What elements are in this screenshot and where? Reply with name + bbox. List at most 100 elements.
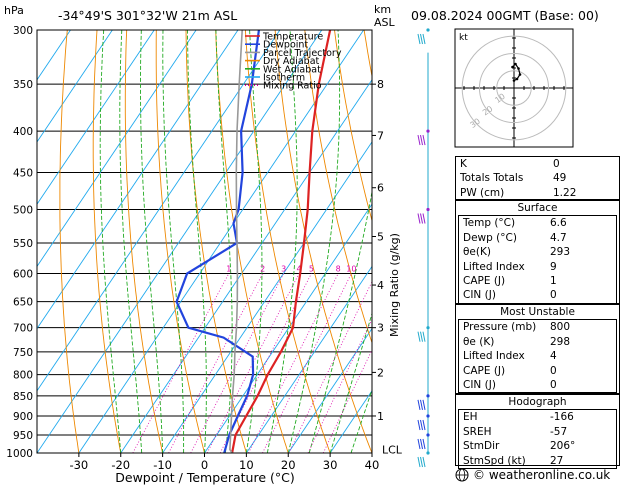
hodo-stat-row: StmDir 206° [459,439,616,453]
most-unstable-panel: Most Unstable Pressure (mb) 800 θe (K) 298 L… [455,304,620,394]
height-tick-label: 4 [377,279,384,292]
x-tick-label: 30 [323,458,338,472]
pw-value: 1.22 [553,186,577,199]
mixing-ratio-tick-label: 15 [371,265,381,274]
surface-value: 4.7 [550,231,567,244]
wind-barb [417,399,426,410]
mu-row: CAPE (J) 0 [459,364,616,378]
dry-adiabat-line [304,30,372,345]
wind-level-dot [426,394,430,398]
hodograph-point [512,79,516,82]
wind-barb-flag [417,419,421,431]
hodograph-point [511,65,514,69]
location-title: -34°49'S 301°32'W 21m ASL [58,8,237,23]
surface-row: Temp (°C) 6.6 [459,216,616,230]
legend-label: Temperature [262,32,323,43]
wind-barb-flag [420,213,423,224]
height-unit-label: km [374,3,391,16]
mixing-ratio-line [262,273,352,453]
height-tick-label: 3 [377,322,384,335]
wind-barb-flag [417,331,421,342]
wind-barb [417,213,426,224]
surface-value: 6.6 [550,217,567,230]
pressure-tick-label: 900 [13,411,33,423]
legend-label: Isotherm [263,73,305,84]
wet-adiabat-line [140,30,164,453]
wet-adiabat-line [119,30,143,453]
mixing-ratio-tick-label: 1 [226,265,231,274]
hodo-stat-row: SREH -57 [459,425,616,439]
pressure-tick-label: 850 [13,391,33,403]
legend-label: Dewpoint [263,40,308,51]
series-dewpoint-line [175,30,260,453]
isotherm-line [204,203,372,453]
height-tick-label: 5 [377,231,384,244]
mixing-ratio-tick-label: 2 [260,265,265,274]
surface-row: Lifted Index 9 [459,260,616,274]
surface-label: CAPE (J) [463,274,506,287]
surface-rows: Temp (°C) 6.6 Dewp (°C) 4.7 θe(K) 293 Lifted I… [458,215,617,304]
hodo-stat-row: EH -166 [459,410,616,424]
index-row-tt: Totals Totals 49 [456,171,619,185]
isotherm-line [37,30,155,205]
mu-label: Pressure (mb) [463,321,537,334]
series-temperature-line [231,30,332,453]
surface-row: CAPE (J) 1 [459,274,616,288]
mixing-ratio-axis-title: Mixing Ratio (g/kg) [388,233,401,337]
dry-adiabat-line [185,30,247,453]
surface-row: Dewp (°C) 4.7 [459,231,616,245]
height-tick-label: LCL [382,443,403,456]
mixing-ratio-tick-label: 3 [281,265,286,274]
surface-value: 1 [550,274,557,287]
mu-value: 0 [550,364,557,377]
wind-barb-flag [417,456,421,468]
wind-barb-flag [422,456,426,468]
pressure-tick-label: 400 [13,126,33,138]
surface-panel: Surface Temp (°C) 6.6 Dewp (°C) 4.7 θe(K) 293… [455,200,620,304]
dry-adiabat-line [92,30,122,453]
wind-barb-flag [422,213,426,224]
isotherm-line [37,30,197,268]
mixing-ratio-line [190,273,285,453]
surface-value: 293 [550,246,571,259]
wind-level-dot [426,451,430,455]
wet-adiabat-line [99,30,122,453]
hodograph-point [518,73,522,76]
totals-totals-value: 49 [553,172,567,185]
pressure-tick-label: 800 [13,370,33,382]
surface-label: θe(K) [463,246,491,259]
wind-barb-flag [417,438,421,450]
hodograph-point [514,62,517,66]
wind-barb-flag [420,399,423,410]
wet-adiabat-line [266,30,298,453]
isotherm-line [37,30,239,330]
wind-level-dot [426,326,430,330]
pressure-tick-label: 350 [13,79,33,91]
wet-adiabat-line [350,388,372,453]
dry-adiabat-line [244,30,331,453]
wind-barb-flag [417,33,421,45]
wind-barb [417,438,426,450]
mixing-ratio-line [132,273,230,453]
mixing-ratio-line [248,273,339,453]
mu-row: θe (K) 298 [459,335,616,349]
isotherm-line [78,30,364,453]
wind-barb-flag [417,399,421,410]
legend-label: Wet Adiabat [263,64,321,75]
surface-title: Surface [517,202,558,214]
k-index-value: 0 [553,158,560,170]
mixing-ratio-line [206,273,300,453]
wind-barb [417,33,426,45]
wind-level-dot [426,207,430,212]
mu-label: CAPE (J) [463,364,506,377]
wind-barb-flag [420,456,423,468]
hodograph-point [517,67,520,70]
mixing-ratio-tick-label: 8 [336,265,341,274]
most-unstable-title: Most Unstable [500,306,575,318]
skewt-grid [37,30,372,453]
index-row-pw: PW (cm) 1.22 [456,186,619,200]
x-tick-label: 0 [201,458,208,472]
